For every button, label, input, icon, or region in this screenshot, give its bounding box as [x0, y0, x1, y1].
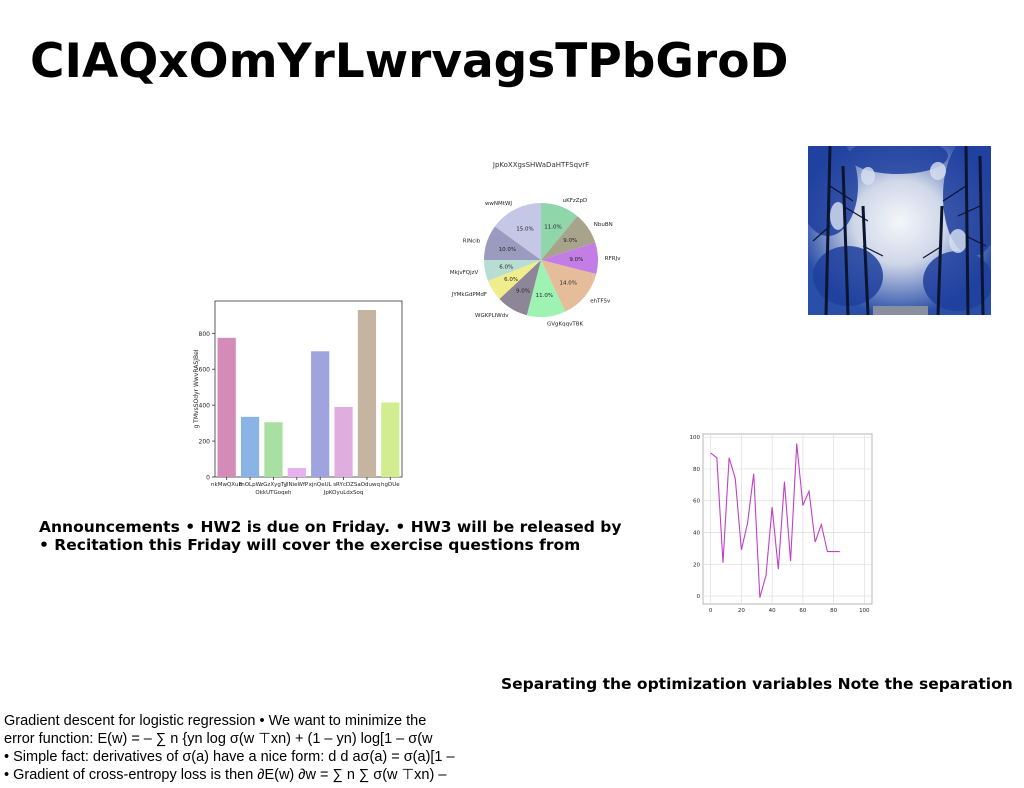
gradient-line-1: Gradient descent for logistic regression…: [4, 713, 427, 729]
pie-slice: [526, 260, 566, 317]
pie-slice: [541, 242, 598, 275]
x-tick-label: zGzXygTy: [260, 482, 287, 488]
gradient-line-4: • Gradient of cross-entropy loss is then…: [4, 767, 447, 783]
pie-slice-label: WGKPLIWdv: [475, 313, 509, 319]
y-tick-label: 100: [690, 435, 701, 441]
separation-caption: Separating the optimization variables No…: [501, 675, 1013, 693]
bar: [264, 422, 283, 477]
pie-slice-label: JYMkGdPMdF: [451, 292, 487, 298]
x-tick-label: JlNieWfP: [284, 482, 309, 488]
slide-title: CIAQxOmYrLwrvagsTPbGroD: [30, 34, 789, 89]
x-tick-label: 100: [859, 608, 870, 614]
x-tick-label: 80: [830, 608, 837, 614]
y-tick-label: 80: [693, 467, 700, 473]
gradient-descent-text: Gradient descent for logistic regression…: [4, 712, 455, 784]
pie-pct-label: 9.0%: [569, 257, 583, 263]
y-tick-label: 600: [199, 367, 211, 374]
pie-pct-label: 10.0%: [499, 247, 516, 253]
pie-slice-label: RlNcib: [463, 238, 481, 244]
bar: [334, 406, 353, 477]
pie-slice: [484, 226, 541, 260]
pie-chart: JpKoXXgsSHWaDaHTFSqvrF 11.0% uKFzZpD 9.0% Nb…: [450, 161, 621, 328]
x-tick-label: 60: [799, 608, 806, 614]
gradient-line-3: • Simple fact: derivatives of σ(a) have …: [4, 749, 455, 765]
announcements: Announcements • HW2 is due on Friday. • …: [39, 518, 622, 554]
pie-pct-label: 9.0%: [516, 288, 530, 294]
pie-slice-label: uKFzZpD: [563, 198, 588, 204]
x-tick-label: nkMwQXuB: [211, 482, 242, 488]
pie-slice-label: ehTFSv: [590, 299, 611, 305]
bar: [381, 402, 400, 477]
pie-slice: [494, 203, 541, 260]
pie-slice-label: MkjvFQjzV: [450, 270, 479, 276]
y-tick-label: 400: [199, 403, 211, 410]
pie-slice: [488, 260, 541, 300]
x-tick-label: sRYcDZ: [333, 482, 354, 488]
pie-pct-label: 14.0%: [559, 281, 576, 287]
pie-pct-label: 11.0%: [536, 293, 553, 299]
bar: [217, 337, 236, 477]
x-tick-label: 40: [769, 608, 776, 614]
y-tick-label: 200: [199, 439, 211, 446]
line-chart: 0 20 40 60 80 100 0 20 40 60 80 100: [690, 433, 873, 614]
y-axis-label: g TMvsSOdyr WwvRASJBeI: [193, 349, 200, 428]
pie-slice: [541, 260, 597, 312]
pie-pct-label: 9.0%: [563, 238, 577, 244]
pie-slice: [541, 203, 578, 260]
pie-pct-label: 11.0%: [544, 225, 561, 231]
x-tick-label: 0: [709, 608, 713, 614]
pie-slice: [484, 260, 541, 281]
pie-slice-label: NbuBN: [594, 222, 613, 228]
pie-pct-label: 6.0%: [499, 265, 513, 271]
x-tick-label: 20: [738, 608, 745, 614]
line-series: [710, 443, 840, 598]
y-tick-label: 0: [697, 594, 701, 600]
announcement-line-2: • Recitation this Friday will cover the …: [39, 536, 581, 554]
bar: [311, 351, 330, 477]
bar: [357, 309, 377, 477]
pie-slice: [499, 260, 541, 316]
x-tick-label: rnOLpW: [239, 482, 262, 488]
winter-trees-photo: [808, 146, 991, 315]
pie-pct-label: 6.0%: [504, 277, 518, 283]
x-tick-label: SaOduwq: [354, 482, 380, 488]
x-tick-label: xjnQeUL: [309, 482, 333, 488]
pie-title: JpKoXXgsSHWaDaHTFSqvrF: [492, 161, 589, 169]
x-tick-label: hgDUe: [381, 482, 400, 488]
pie-slice-label: RFRJv: [605, 256, 621, 262]
bar: [287, 468, 306, 477]
pie-slice-label: GVgKqqvTBK: [547, 322, 583, 328]
pie-slice-label: wwNMtWJ: [485, 201, 512, 207]
x-tick-label: OkkUTGoqeh: [255, 490, 292, 496]
y-tick-label: 60: [693, 499, 700, 505]
bar: [240, 416, 260, 477]
pie-slice: [541, 216, 596, 260]
gradient-line-2: error function: E(w) = – ∑ n {yn log σ(w…: [4, 731, 433, 747]
y-tick-label: 40: [693, 531, 700, 537]
y-tick-label: 0: [206, 475, 210, 482]
announcement-line-1: Announcements • HW2 is due on Friday. • …: [39, 518, 622, 536]
y-tick-label: 800: [199, 331, 211, 338]
bar-plot-frame: [214, 300, 403, 478]
x-tick-label: JpKOyuLdxSoq: [323, 490, 364, 496]
y-tick-label: 20: [693, 562, 700, 568]
pie-pct-label: 15.0%: [516, 227, 533, 233]
